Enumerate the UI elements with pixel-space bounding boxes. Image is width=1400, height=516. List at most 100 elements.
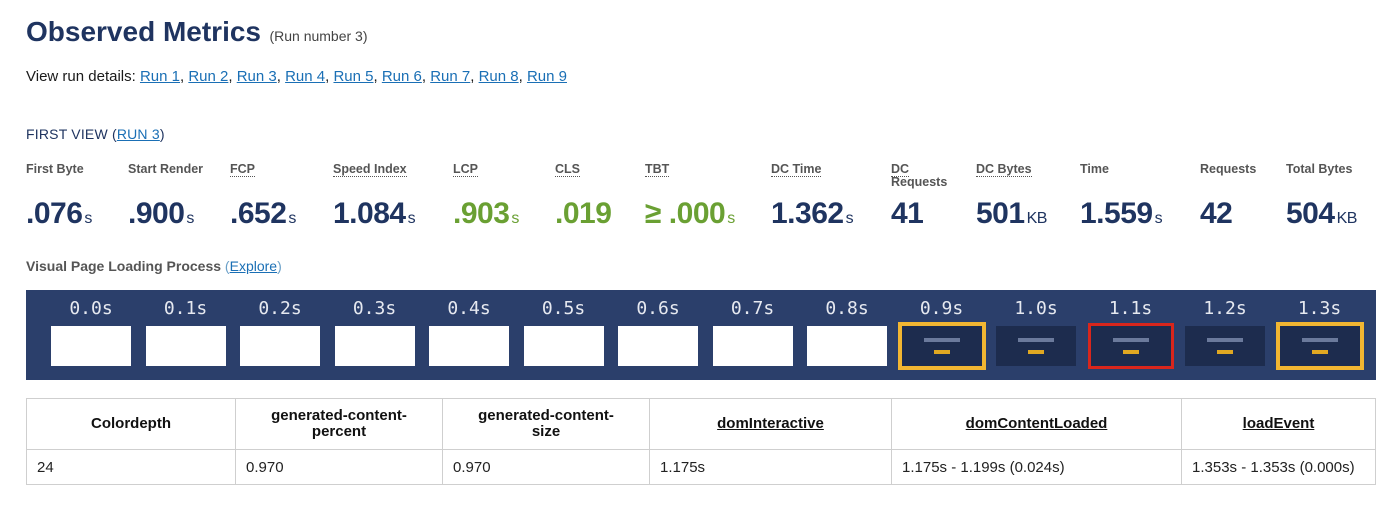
frame-time: 0.0s bbox=[69, 298, 113, 319]
frame-time: 1.0s bbox=[1014, 298, 1058, 319]
column-header-loadevent[interactable]: loadEvent bbox=[1181, 398, 1376, 450]
explore-link[interactable]: Explore bbox=[229, 258, 278, 274]
frame-thumbnail[interactable] bbox=[334, 326, 415, 366]
first-view-prefix: FIRST VIEW ( bbox=[26, 126, 117, 142]
filmstrip: 0.0s 0.1s 0.2s 0.3s 0.4s 0.5s 0.6s 0.7s 0.8s 0.9s… bbox=[26, 290, 1376, 380]
column-header-generated-content-size: generated-content-size bbox=[442, 398, 650, 450]
frame-time: 0.3s bbox=[352, 298, 397, 319]
first-view-run-link[interactable]: RUN 3 bbox=[116, 126, 160, 142]
run-details: View run details: Run 1, Run 2, Run 3, R… bbox=[26, 68, 567, 85]
metric-value: 42 bbox=[1200, 197, 1233, 230]
metric-value: 1.559 s bbox=[1080, 197, 1163, 230]
run-number: (Run number 3) bbox=[269, 28, 368, 44]
table-cell: 1.175s bbox=[649, 449, 892, 485]
run-link-7[interactable]: Run 7 bbox=[430, 68, 471, 85]
table-cell: 0.970 bbox=[235, 449, 443, 485]
metric-label[interactable]: Speed Index bbox=[333, 162, 407, 177]
frame-time: 0.4s bbox=[447, 298, 491, 319]
frame-time: 1.2s bbox=[1203, 298, 1247, 319]
run-link-3[interactable]: Run 3 bbox=[236, 68, 277, 85]
metric-lcp: LCP .903 s bbox=[453, 162, 519, 230]
run-link-8[interactable]: Run 8 bbox=[478, 68, 519, 85]
column-header-colordepth: Colordepth bbox=[26, 398, 236, 450]
metric-time: Time 1.559 s bbox=[1080, 162, 1163, 231]
metric-label[interactable]: CLS bbox=[555, 162, 580, 177]
metric-requests: Requests 42 bbox=[1200, 162, 1257, 231]
metric-label[interactable]: FCP bbox=[230, 162, 255, 177]
frame-thumbnail[interactable] bbox=[807, 326, 887, 366]
table-header-row: Colordepth generated-content-percent gen… bbox=[26, 398, 1376, 450]
metric-value: 1.362 s bbox=[771, 197, 854, 230]
frame-time: 0.9s bbox=[919, 298, 964, 319]
metric-tbt: TBT ≥ .000 s bbox=[645, 162, 735, 230]
metric-dc-requests: DC Requests 41 bbox=[891, 162, 948, 230]
metric-label[interactable]: DC Requests bbox=[891, 162, 948, 189]
metric-value: 504 KB bbox=[1286, 197, 1357, 230]
timings-table: Colordepth generated-content-percent gen… bbox=[26, 398, 1376, 485]
frame-thumbnail[interactable] bbox=[996, 326, 1076, 366]
metric-first-byte: First Byte .076 s bbox=[26, 162, 92, 231]
first-view-heading: FIRST VIEW (RUN 3) bbox=[26, 126, 165, 142]
run-link-4[interactable]: Run 4 bbox=[285, 68, 326, 85]
first-view-suffix: ) bbox=[159, 126, 165, 142]
metric-value: .076 s bbox=[26, 197, 92, 230]
metric-value: 501 KB bbox=[976, 197, 1047, 230]
page-title: Observed Metrics bbox=[26, 16, 261, 47]
visual-loading-heading: Visual Page Loading Process (Explore) bbox=[26, 258, 282, 274]
frame-thumbnail[interactable] bbox=[1275, 322, 1364, 370]
run-link-1[interactable]: Run 1 bbox=[139, 68, 180, 85]
run-links: Run 1, Run 2, Run 3, Run 4, Run 5, Run 6… bbox=[139, 68, 567, 85]
frame-time: 0.7s bbox=[730, 298, 775, 319]
frame-time: 0.2s bbox=[258, 298, 302, 319]
metric-value: ≥ .000 s bbox=[645, 197, 735, 230]
run-link-2[interactable]: Run 2 bbox=[188, 68, 229, 85]
frame-time: 0.6s bbox=[636, 298, 680, 319]
frame-thumbnail[interactable] bbox=[1185, 326, 1265, 366]
metric-value: .652 s bbox=[230, 197, 296, 230]
metric-label: Start Render bbox=[128, 162, 204, 176]
run-link-6[interactable]: Run 6 bbox=[381, 68, 422, 85]
frame-thumbnail[interactable] bbox=[51, 326, 131, 366]
frame-time: 1.3s bbox=[1297, 298, 1342, 319]
run-link-5[interactable]: Run 5 bbox=[333, 68, 374, 85]
frame-thumbnail[interactable] bbox=[429, 326, 509, 366]
run-link-9[interactable]: Run 9 bbox=[526, 68, 567, 85]
metric-speed-index: Speed Index 1.084 s bbox=[333, 162, 416, 230]
metric-value: 1.084 s bbox=[333, 197, 416, 230]
table-row: 24 0.970 0.970 1.175s 1.175s - 1.199s (0… bbox=[26, 449, 1376, 485]
frame-thumbnail[interactable] bbox=[1087, 323, 1174, 369]
frame-time: 0.8s bbox=[825, 298, 869, 319]
metric-label: Time bbox=[1080, 162, 1109, 176]
frame-thumbnail[interactable] bbox=[712, 326, 793, 366]
table-cell: 1.353s - 1.353s (0.000s) bbox=[1181, 449, 1376, 485]
metric-cls: CLS .019 bbox=[555, 162, 612, 230]
column-header-generated-content-percent: generated-content-percent bbox=[235, 398, 443, 450]
metric-label: First Byte bbox=[26, 162, 84, 176]
frame-thumbnail[interactable] bbox=[618, 326, 698, 366]
metric-label[interactable]: DC Bytes bbox=[976, 162, 1032, 177]
metric-label[interactable]: LCP bbox=[453, 162, 478, 177]
metric-label[interactable]: TBT bbox=[645, 162, 670, 177]
metric-start-render: Start Render .900 s bbox=[128, 162, 204, 231]
metric-label: Requests bbox=[1200, 162, 1257, 176]
metric-label[interactable]: DC Time bbox=[771, 162, 822, 177]
table-cell: 0.970 bbox=[442, 449, 650, 485]
frame-time: 0.5s bbox=[541, 298, 586, 319]
frame-thumbnail[interactable] bbox=[523, 326, 604, 366]
frame-thumbnail[interactable] bbox=[897, 322, 986, 370]
metric-value: .900 s bbox=[128, 197, 194, 230]
metric-value: 41 bbox=[891, 197, 924, 230]
frame-thumbnail[interactable] bbox=[240, 326, 320, 366]
metric-value: .903 s bbox=[453, 197, 519, 230]
column-header-dominteractive[interactable]: domInteractive bbox=[649, 398, 892, 450]
metric-dc-time: DC Time 1.362 s bbox=[771, 162, 854, 230]
frame-thumbnail[interactable] bbox=[145, 326, 226, 366]
run-details-label: View run details: bbox=[26, 68, 136, 85]
metric-label: Total Bytes bbox=[1286, 162, 1353, 176]
page-header: Observed Metrics (Run number 3) bbox=[26, 16, 368, 48]
metric-value: .019 bbox=[555, 197, 612, 230]
metric-dc-bytes: DC Bytes 501 KB bbox=[976, 162, 1047, 230]
frame-time: 1.1s bbox=[1108, 298, 1153, 319]
metric-fcp: FCP .652 s bbox=[230, 162, 296, 230]
column-header-domcontentloaded[interactable]: domContentLoaded bbox=[891, 398, 1182, 450]
